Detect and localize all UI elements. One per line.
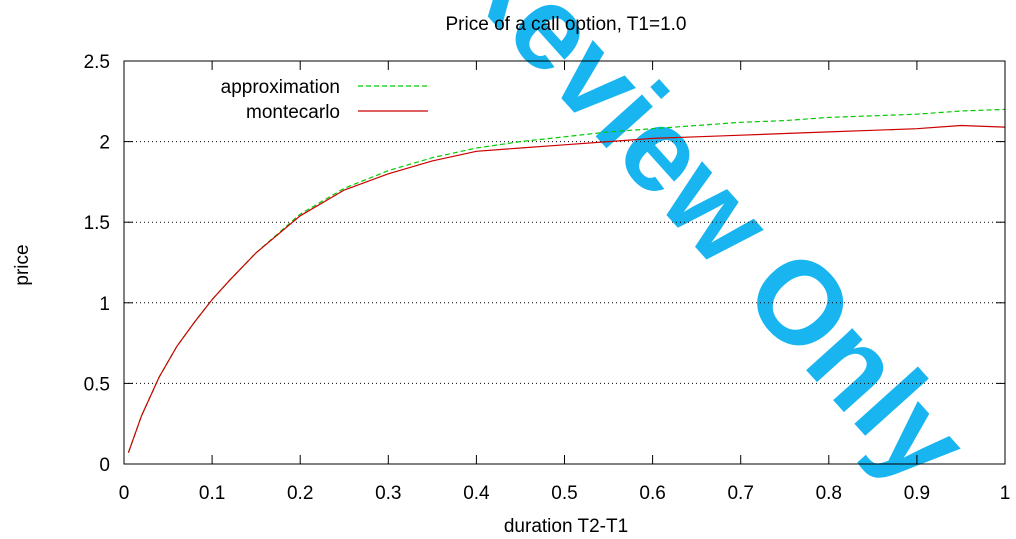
y-tick-label-5: 2.5 xyxy=(84,52,110,73)
x-tick-label-7: 0.7 xyxy=(727,483,753,504)
x-tick-label-1: 0.1 xyxy=(199,483,225,504)
x-tick-label-0: 0 xyxy=(119,483,130,504)
x-tick-label-4: 0.4 xyxy=(463,483,490,504)
plot-frame xyxy=(123,60,1006,465)
grid-lines xyxy=(124,141,1005,384)
series-line-montecarlo xyxy=(127,124,1006,453)
y-tick-label-3: 1.5 xyxy=(84,213,110,234)
legend: approximation montecarlo xyxy=(221,77,428,123)
x-tick-label-3: 0.3 xyxy=(375,483,401,504)
y-tick-label-2: 1 xyxy=(99,294,110,315)
axis-ticks: 0 0.5 1 1.5 2 2.5 0 0.1 0.2 0.3 0.4 0.5 0.6 0.7 0.8 0.9… xyxy=(84,52,1011,504)
x-tick-label-5: 0.5 xyxy=(551,483,577,504)
y-tick-label-4: 2 xyxy=(99,133,110,154)
chart-title: Price of a call option, T1=1.0 xyxy=(446,14,687,35)
legend-label-montecarlo: montecarlo xyxy=(246,102,340,123)
y-tick-label-0: 0 xyxy=(99,455,110,476)
series-lines xyxy=(127,108,1006,453)
x-tick-label-6: 0.6 xyxy=(639,483,665,504)
x-tick-label-8: 0.8 xyxy=(816,483,842,504)
x-tick-label-9: 0.9 xyxy=(904,483,930,504)
legend-label-approximation: approximation xyxy=(221,77,340,98)
watermark-text: Review Only xyxy=(426,0,994,508)
x-tick-label-10: 1 xyxy=(1000,483,1011,504)
y-tick-label-1: 0.5 xyxy=(84,374,110,395)
x-tick-label-2: 0.2 xyxy=(287,483,313,504)
y-axis-label: price xyxy=(12,244,33,285)
x-axis-label: duration T2-T1 xyxy=(504,516,628,537)
